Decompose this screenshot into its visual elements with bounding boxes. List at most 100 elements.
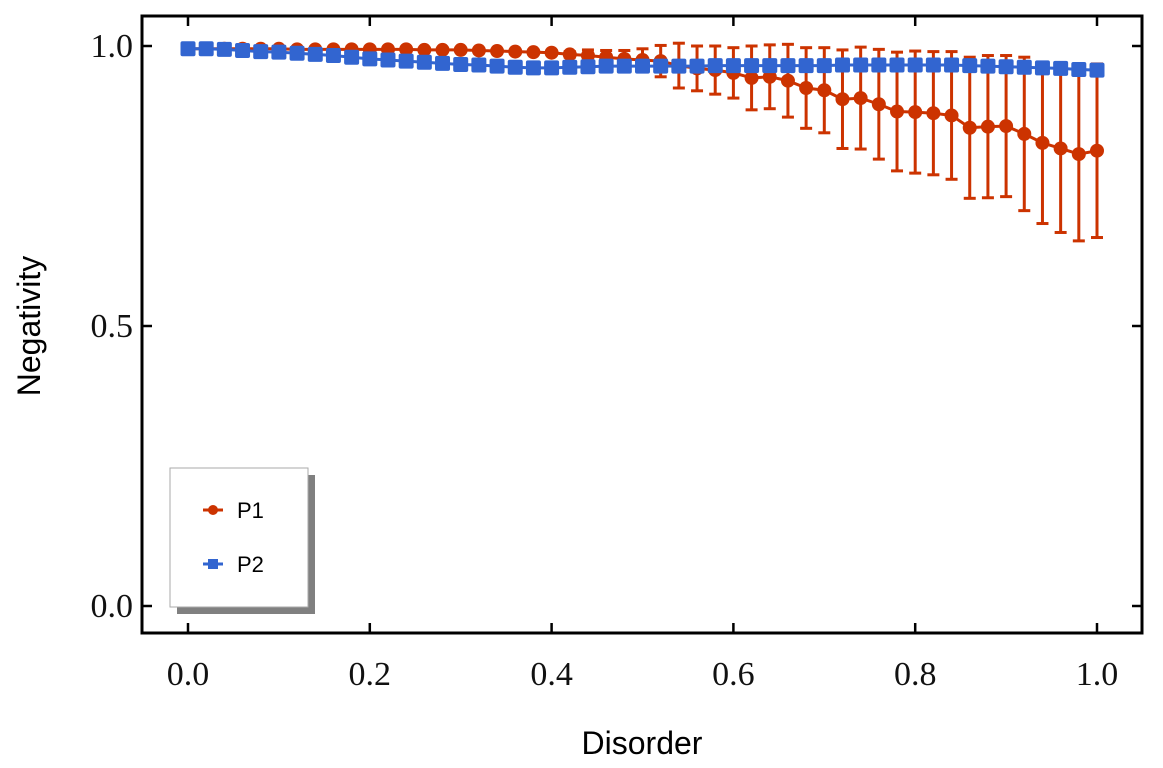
data-point-p2 — [816, 58, 832, 74]
x-tick-label: 0.8 — [894, 656, 937, 693]
y-tick-label: 0.5 — [91, 308, 134, 345]
data-point-p1 — [508, 44, 523, 59]
y-axis-label: Negativity — [11, 256, 47, 397]
data-point-p1 — [962, 120, 977, 135]
plot-marks — [180, 41, 1105, 243]
data-point-p2 — [307, 46, 323, 62]
data-point-p2 — [635, 58, 650, 74]
data-point-p2 — [707, 58, 723, 74]
data-point-p1 — [544, 45, 559, 60]
data-point-p2 — [653, 58, 669, 74]
ticks: 0.0 0.2 0.4 0.6 0.8 1.0 0.0 0.5 1.0 — [91, 16, 1142, 693]
data-point-p1 — [817, 83, 832, 98]
data-point-p2 — [1034, 60, 1050, 76]
data-point-p2 — [471, 57, 487, 73]
data-point-p1 — [490, 44, 505, 59]
data-point-p2 — [398, 53, 414, 69]
data-point-p2 — [525, 60, 541, 76]
legend-p2-label: P2 — [237, 552, 264, 577]
data-point-p2 — [980, 58, 996, 74]
data-point-p2 — [325, 48, 341, 64]
data-point-p1 — [453, 42, 468, 57]
data-point-p2 — [1089, 62, 1105, 78]
series-p2 — [180, 41, 1105, 78]
data-point-p2 — [853, 57, 869, 73]
legend-box — [169, 467, 309, 608]
plot-frame — [140, 14, 1144, 635]
data-point-p1 — [435, 42, 450, 57]
data-point-p1 — [890, 104, 905, 119]
data-point-p2 — [944, 57, 960, 73]
data-point-p2 — [216, 41, 232, 57]
data-point-p2 — [362, 51, 378, 67]
data-point-p1 — [744, 70, 759, 85]
data-point-p2 — [962, 58, 978, 74]
data-point-p2 — [380, 52, 396, 68]
data-point-p1 — [926, 106, 941, 121]
data-point-p2 — [453, 56, 469, 72]
data-point-p2 — [544, 60, 560, 76]
data-point-p1 — [580, 48, 595, 63]
data-point-p2 — [1053, 60, 1069, 76]
data-point-p2 — [871, 57, 887, 73]
data-point-p2 — [580, 59, 596, 75]
data-point-p1 — [780, 73, 795, 88]
data-point-p1 — [399, 42, 414, 57]
data-point-p2 — [1016, 59, 1032, 75]
data-point-p1 — [944, 108, 959, 123]
data-point-p2 — [744, 58, 760, 74]
data-point-p2 — [507, 59, 523, 75]
data-point-p1 — [908, 105, 923, 120]
data-point-p2 — [616, 58, 632, 74]
legend-p1-label: P1 — [237, 498, 264, 523]
data-point-p2 — [998, 59, 1014, 75]
data-point-p2 — [271, 44, 287, 60]
data-point-p1 — [1090, 143, 1104, 158]
data-point-p1 — [417, 42, 432, 57]
data-point-p1 — [1071, 147, 1086, 162]
data-point-p1 — [871, 97, 886, 112]
data-point-p2 — [562, 59, 578, 75]
data-point-p2 — [925, 57, 941, 73]
data-point-p2 — [489, 58, 505, 74]
x-tick-label: 0.4 — [530, 656, 573, 693]
data-point-p2 — [289, 45, 305, 61]
data-point-p1 — [562, 47, 577, 62]
data-point-p1 — [799, 81, 814, 95]
data-point-p2 — [253, 44, 269, 60]
data-point-p1 — [835, 92, 850, 107]
x-tick-label: 0.6 — [712, 656, 755, 693]
data-point-p2 — [180, 41, 196, 57]
data-point-p1 — [1035, 135, 1050, 150]
data-point-p2 — [689, 58, 705, 74]
x-tick-label: 0.2 — [349, 656, 392, 693]
x-tick-label: 1.0 — [1076, 656, 1119, 693]
data-point-p2 — [671, 58, 687, 74]
data-point-p1 — [526, 45, 541, 60]
data-point-p2 — [598, 58, 614, 74]
data-point-p2 — [1071, 62, 1087, 78]
data-point-p2 — [762, 58, 778, 74]
data-point-p2 — [834, 57, 850, 73]
data-point-p1 — [1017, 126, 1032, 141]
data-point-p1 — [762, 69, 777, 84]
data-point-p1 — [471, 43, 486, 58]
legend: P1 P2 — [169, 467, 315, 614]
data-point-p2 — [725, 58, 741, 74]
data-point-p2 — [344, 49, 360, 65]
data-point-p2 — [798, 58, 814, 74]
data-point-p2 — [235, 42, 251, 58]
legend-p1-marker — [208, 505, 218, 515]
y-tick-label: 1.0 — [91, 28, 134, 65]
data-point-p1 — [980, 119, 995, 134]
data-point-p2 — [907, 57, 923, 73]
data-point-p1 — [853, 91, 868, 106]
data-point-p2 — [198, 41, 214, 57]
data-point-p1 — [999, 119, 1014, 134]
legend-p2-marker — [208, 559, 218, 569]
data-point-p2 — [435, 55, 451, 71]
data-point-p2 — [889, 57, 905, 73]
x-tick-label: 0.0 — [167, 656, 210, 693]
y-tick-label: 0.0 — [91, 588, 134, 625]
